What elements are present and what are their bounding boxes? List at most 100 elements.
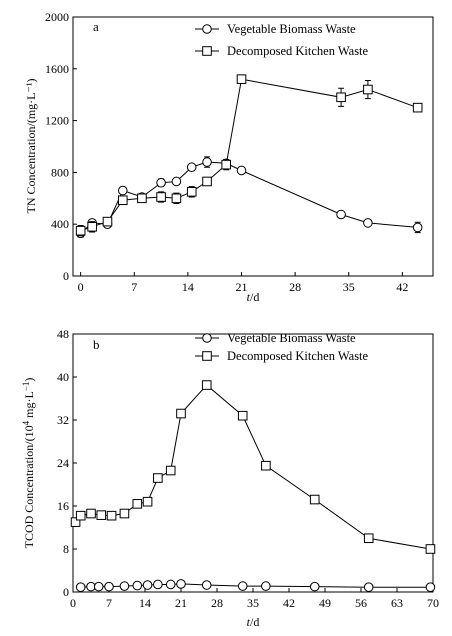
series-vegetable xyxy=(75,156,423,239)
data-point-square xyxy=(165,465,176,476)
x-axis-title-a-var: t xyxy=(247,290,251,304)
data-point-circle xyxy=(412,222,423,233)
y-tick-label: 1200 xyxy=(45,114,69,128)
x-tick-label: 42 xyxy=(283,596,295,610)
data-point-square xyxy=(202,176,212,187)
data-point-square xyxy=(96,510,107,520)
x-tick-label: 35 xyxy=(343,280,355,294)
x-tick-label: 21 xyxy=(175,596,187,610)
data-point-square xyxy=(86,508,96,519)
legend-label-b-vegetable: Vegetable Biomass Waste xyxy=(227,331,356,345)
x-tick-label: 56 xyxy=(355,596,367,610)
data-point-circle xyxy=(236,165,247,176)
data-point-circle xyxy=(132,580,143,591)
series-kitchen xyxy=(70,380,436,554)
series-line-kitchen xyxy=(75,384,431,550)
chart-b: b Vegetable Biomass Waste Decomposed Kit… xyxy=(21,327,439,629)
series-layer-b xyxy=(70,380,436,592)
panel-label-b: b xyxy=(93,337,100,352)
y-tick-label: 0 xyxy=(63,269,69,283)
data-point-square xyxy=(363,533,374,544)
x-axis-title-b-unit: /d xyxy=(250,615,259,629)
x-tick-label: 14 xyxy=(182,280,194,294)
data-point-square xyxy=(363,84,373,95)
legend-marker-b-kitchen xyxy=(202,351,212,361)
data-point-square xyxy=(132,499,143,509)
y-tick-label: 32 xyxy=(57,413,69,427)
axis-ticks-b: 0 7 14 21 28 35 42 49 56 63 70 0 8 16 24 32 40 48 xyxy=(57,327,439,610)
y-tick-label: 400 xyxy=(51,217,69,231)
data-point-square xyxy=(153,473,163,483)
series-line-kitchen xyxy=(80,78,418,232)
data-point-square xyxy=(186,187,197,197)
legend-marker-a-kitchen xyxy=(202,46,212,56)
data-point-square xyxy=(119,508,130,519)
data-point-circle xyxy=(261,581,271,591)
series-layer-a xyxy=(75,74,423,239)
data-point-square xyxy=(201,380,212,390)
y-tick-label: 48 xyxy=(57,327,69,341)
data-point-square xyxy=(221,159,231,170)
data-point-circle xyxy=(336,209,346,220)
data-point-circle xyxy=(75,582,86,592)
data-point-square xyxy=(87,221,97,232)
legend-marker-b-vegetable xyxy=(202,333,212,343)
series-kitchen xyxy=(75,74,423,237)
plot-frame-a xyxy=(72,16,434,277)
y-tick-label: 24 xyxy=(57,456,69,470)
y-tick-label: 2000 xyxy=(45,10,69,24)
data-point-square xyxy=(176,408,186,419)
data-point-square xyxy=(137,193,147,204)
x-tick-label: 28 xyxy=(289,280,301,294)
data-point-circle xyxy=(165,579,176,590)
data-point-circle xyxy=(363,582,374,592)
x-tick-label: 14 xyxy=(139,596,151,610)
data-point-square xyxy=(309,494,320,505)
data-point-square xyxy=(106,510,117,521)
y-tick-label: 16 xyxy=(57,499,69,513)
x-tick-label: 0 xyxy=(70,596,76,610)
data-point-circle xyxy=(363,218,373,228)
series-vegetable xyxy=(75,579,436,592)
data-point-square xyxy=(171,193,182,204)
data-point-circle xyxy=(156,177,166,188)
y-tick-label: 40 xyxy=(57,370,69,384)
x-axis-title-b: t/d xyxy=(247,615,260,629)
x-tick-label: 28 xyxy=(211,596,223,610)
y-tick-label: 800 xyxy=(51,165,69,179)
x-tick-label: 63 xyxy=(391,596,403,610)
data-point-circle xyxy=(104,581,114,592)
x-tick-label: 70 xyxy=(427,596,439,610)
x-tick-label: 35 xyxy=(247,596,259,610)
data-point-square xyxy=(117,195,128,206)
x-axis-title-a: t/d xyxy=(247,290,260,304)
x-tick-label: 21 xyxy=(236,280,248,294)
data-point-square xyxy=(70,517,81,527)
data-point-circle xyxy=(201,580,212,590)
x-axis-title-b-var: t xyxy=(247,615,251,629)
data-point-square xyxy=(75,510,86,521)
legend-label-a-kitchen: Decomposed Kitchen Waste xyxy=(227,44,369,58)
data-point-square xyxy=(261,460,271,471)
data-point-circle xyxy=(142,580,153,590)
data-point-circle xyxy=(153,579,163,590)
x-tick-label: 7 xyxy=(106,596,112,610)
legend-marker-a-vegetable xyxy=(202,24,212,34)
data-point-circle xyxy=(237,581,248,591)
axis-ticks-a: 0 7 14 21 28 35 42 0 400 800 1200 1600 2000 xyxy=(45,10,408,294)
y-tick-label: 0 xyxy=(63,585,69,599)
data-point-circle xyxy=(93,581,104,592)
y-tick-label: 1600 xyxy=(45,62,69,76)
data-point-square xyxy=(102,216,113,227)
chart-a: a Vegetable Biomass Waste Decomposed Kit… xyxy=(24,10,434,304)
data-point-circle xyxy=(176,579,186,589)
data-point-circle xyxy=(119,581,130,591)
data-point-square xyxy=(75,225,86,236)
x-tick-label: 49 xyxy=(319,596,331,610)
data-point-square xyxy=(237,410,248,421)
data-point-square xyxy=(156,192,166,202)
series-line-vegetable xyxy=(80,583,431,588)
data-point-circle xyxy=(186,162,197,173)
x-axis-title-a-unit: /d xyxy=(250,290,259,304)
data-point-square xyxy=(336,92,346,103)
